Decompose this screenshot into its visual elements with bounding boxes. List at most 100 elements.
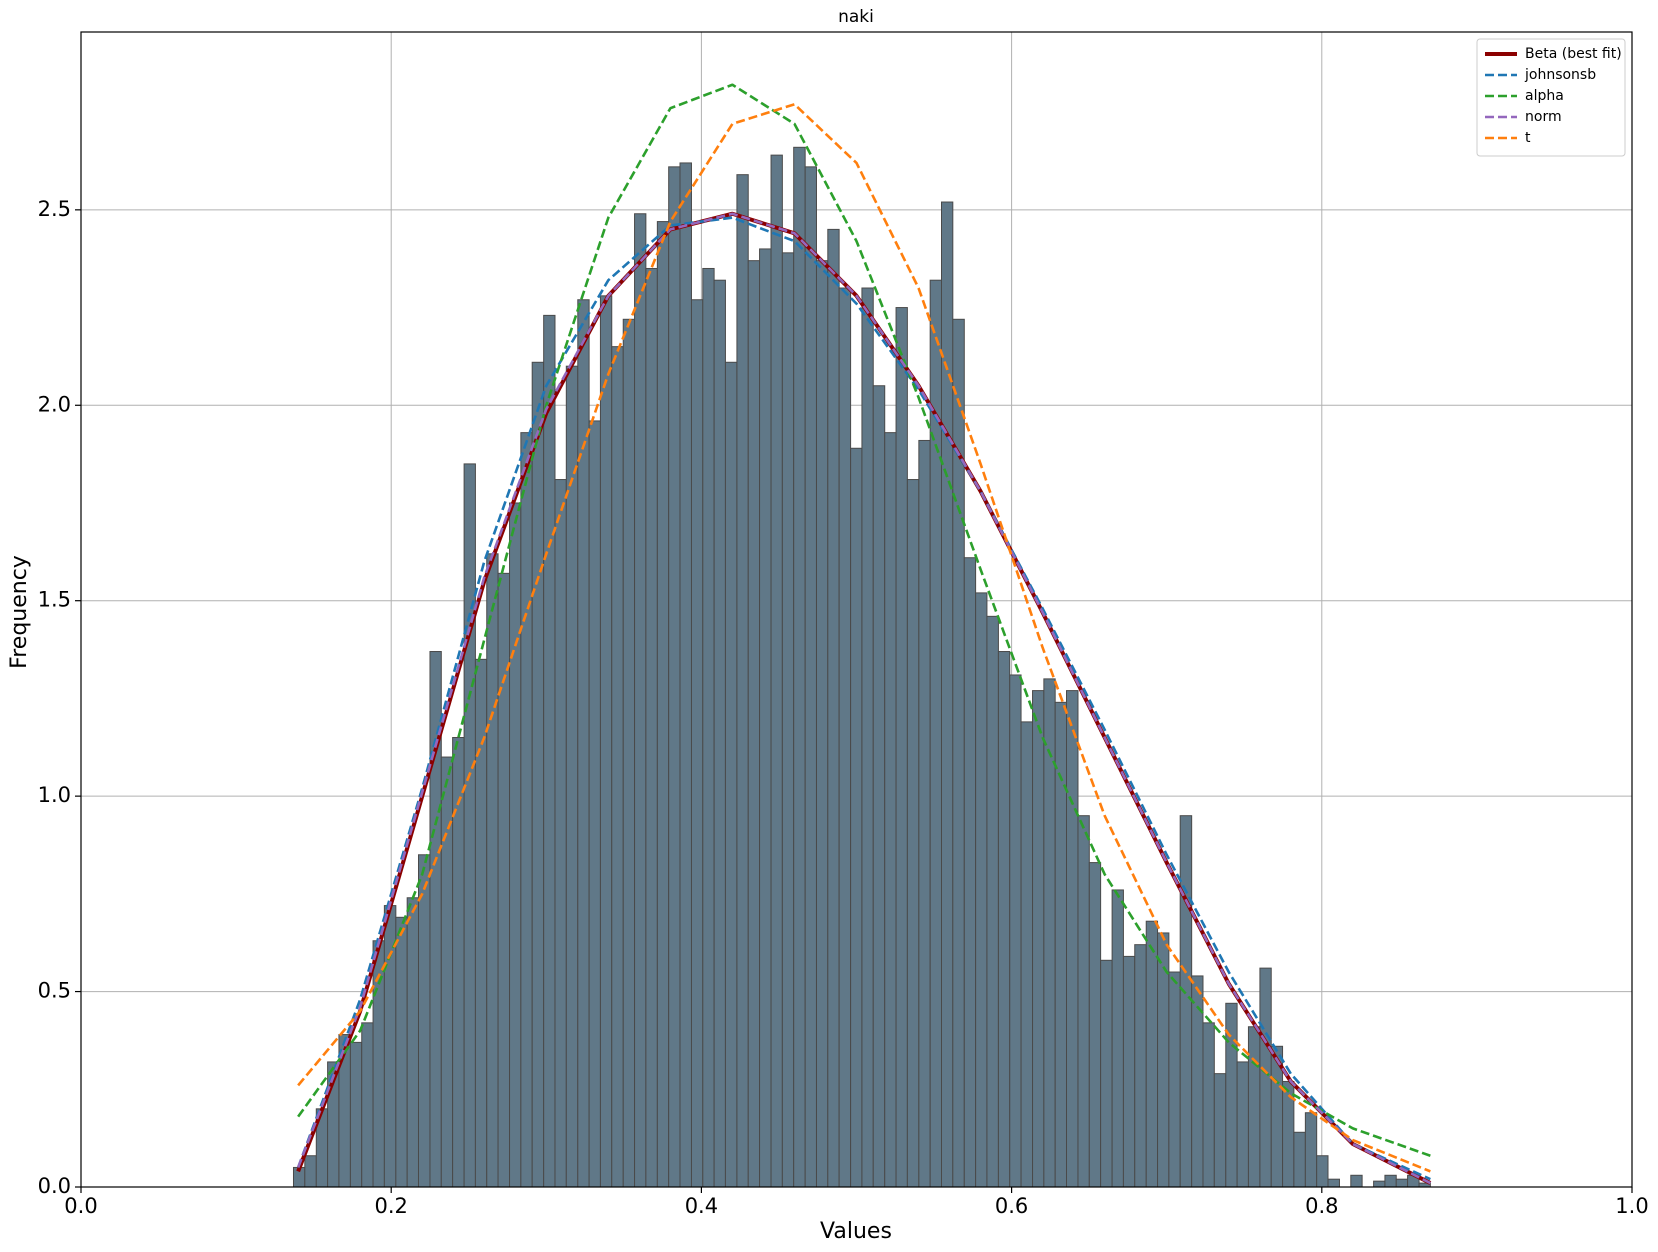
histogram-bar (543, 314, 556, 1188)
histogram-bar (1100, 959, 1113, 1188)
histogram-bar (895, 307, 908, 1188)
histogram-bar (588, 420, 601, 1188)
histogram-bar (634, 213, 647, 1188)
histogram-bar (679, 162, 692, 1188)
histogram-bar (1179, 815, 1193, 1188)
histogram-bar (1202, 1022, 1215, 1188)
legend: Beta (best fit) johnsonsb alpha norm t (1476, 38, 1626, 157)
histogram-bar (1316, 1155, 1329, 1188)
legend-label: johnsonsb (1524, 67, 1596, 83)
x-tick-label: 0.2 (374, 1194, 407, 1218)
histogram-bar (622, 318, 636, 1188)
histogram-bar (1145, 920, 1159, 1188)
x-tick-label: 0.8 (1305, 1194, 1338, 1218)
histogram-bar (975, 592, 988, 1188)
histogram-bar (872, 385, 886, 1188)
bars (292, 146, 1431, 1188)
y-tick-label: 0.0 (38, 1174, 71, 1198)
histogram-bar (599, 295, 613, 1188)
legend-label: alpha (1525, 88, 1564, 104)
histogram-bar (986, 615, 999, 1188)
legend-label: t (1525, 130, 1531, 146)
histogram-bar (702, 267, 715, 1188)
fit-curve (296, 212, 1431, 1185)
histogram-bar (827, 228, 840, 1188)
histogram-bar (724, 361, 738, 1188)
histogram-bar (1077, 815, 1090, 1188)
histogram-bar (906, 479, 920, 1188)
histogram-bar (918, 439, 931, 1188)
plot-frame (80, 31, 1633, 1188)
legend-label: Beta (best fit) (1525, 46, 1622, 62)
fit-curve (297, 103, 1431, 1173)
fit-curve (297, 83, 1431, 1157)
histogram-bar (997, 651, 1011, 1188)
histogram-bar (747, 260, 761, 1188)
histogram-bar (395, 916, 408, 1188)
legend-box (1476, 38, 1626, 157)
histogram-bar (1384, 1174, 1397, 1188)
histogram-bar (531, 361, 545, 1188)
histogram-bar (884, 432, 897, 1188)
histogram-bar (940, 201, 954, 1188)
histogram-bar (1009, 674, 1022, 1188)
histogram-bar (815, 260, 829, 1188)
histogram-bar (759, 248, 772, 1188)
histogram-bar (1327, 1178, 1340, 1188)
histogram-bar (1134, 944, 1147, 1188)
histogram-bar (1304, 1112, 1318, 1188)
chart-title: naki (838, 7, 874, 27)
histogram-bar (1395, 1178, 1409, 1188)
histogram-bar (645, 267, 658, 1188)
histogram-bar (417, 854, 431, 1188)
histogram-bar (520, 432, 533, 1188)
histogram-bar (713, 279, 726, 1188)
histogram-bar (565, 365, 579, 1188)
histogram-bar (406, 897, 419, 1188)
y-tick-label: 2.5 (38, 197, 71, 221)
histogram-bar (509, 502, 522, 1188)
histogram-bar (463, 463, 476, 1188)
histogram-bar (736, 174, 749, 1188)
histogram-bar (486, 553, 499, 1188)
histogram-bar (690, 299, 704, 1188)
histogram-bar (850, 447, 863, 1188)
y-axis-label: Frequency (7, 555, 32, 669)
histogram-bar (1111, 889, 1124, 1188)
histogram-bar (1247, 1026, 1261, 1188)
histogram-bar (554, 479, 567, 1188)
histogram-bar (1236, 1061, 1249, 1188)
x-tick-label: 1.0 (1615, 1194, 1648, 1218)
x-tick-label: 0.4 (685, 1194, 718, 1218)
y-tick-label: 0.5 (38, 979, 71, 1003)
fit-curve (296, 216, 1431, 1181)
histogram-bar (793, 146, 806, 1188)
histogram-bar (1066, 690, 1079, 1188)
histogram-bar (1213, 1073, 1227, 1188)
histogram-bar (861, 287, 874, 1188)
histogram-bar (668, 166, 681, 1188)
histogram-bar (1122, 955, 1136, 1188)
histogram-bar (304, 1155, 317, 1188)
x-tick-label: 0.0 (64, 1194, 97, 1218)
histogram-bar (361, 1022, 374, 1188)
histogram-bar (1168, 971, 1181, 1188)
histogram-bar (1032, 690, 1045, 1188)
histogram-bar (770, 154, 783, 1188)
histogram-bar (838, 287, 852, 1188)
y-tick-label: 1.5 (38, 588, 71, 612)
histogram-bar (963, 557, 977, 1188)
histogram-bar (1088, 862, 1102, 1188)
histogram-bar (1293, 1131, 1306, 1188)
histogram-bar (1020, 721, 1034, 1188)
histogram-bar (349, 1041, 363, 1188)
histogram-bar (656, 221, 670, 1188)
histogram-bar (1350, 1174, 1363, 1188)
y-tick-label: 2.0 (38, 392, 71, 416)
histogram-bar (611, 346, 624, 1188)
legend-label: norm (1525, 109, 1562, 125)
axes: 0.0 0.2 0.4 0.6 0.8 1.0 0.0 0.5 1.0 1.5 2.0 2.5 (38, 31, 1649, 1218)
histogram-bar (1373, 1180, 1386, 1188)
x-tick-label: 0.6 (995, 1194, 1028, 1218)
y-tick-label: 1.0 (38, 783, 71, 807)
